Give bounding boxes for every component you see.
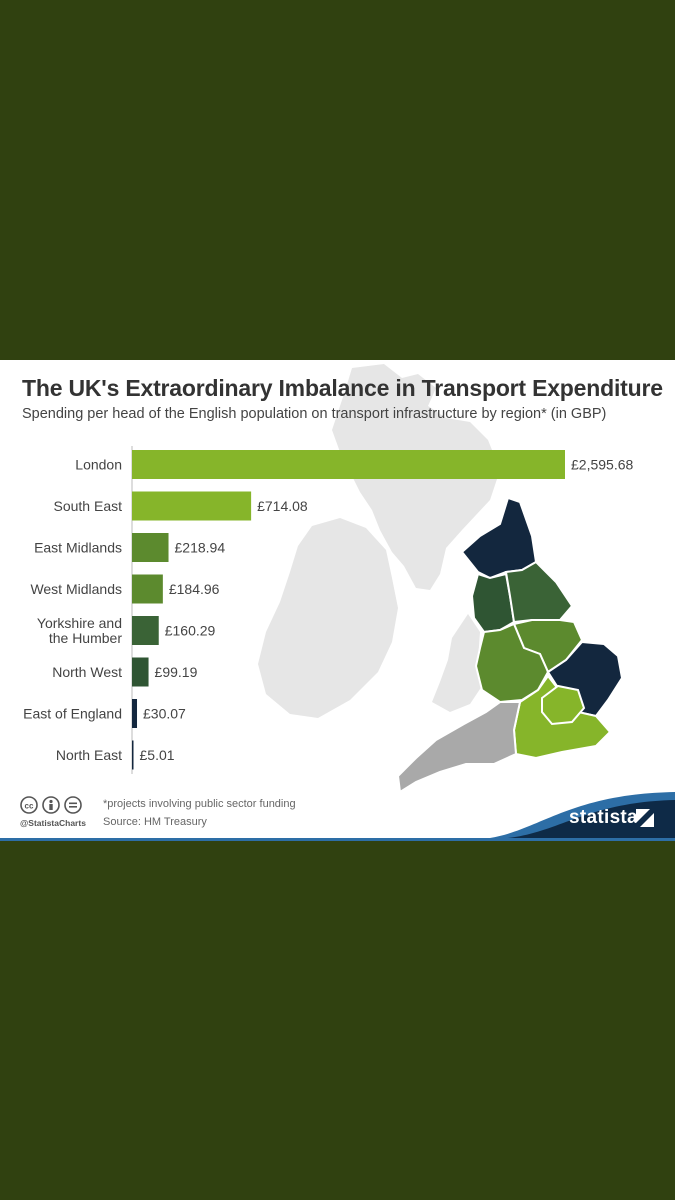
category-label: West Midlands bbox=[30, 581, 122, 597]
category-label: South East bbox=[54, 498, 123, 514]
creative-commons-icons: cc bbox=[20, 796, 82, 814]
bar-east-of-england bbox=[132, 699, 138, 728]
value-label: £218.94 bbox=[175, 540, 226, 556]
bar-north-west bbox=[132, 657, 149, 687]
attribution-icon bbox=[42, 796, 60, 814]
bar-chart: £2,595.68 London £714.08 South East £218.94 E… bbox=[23, 446, 633, 774]
value-label: £184.96 bbox=[169, 581, 220, 597]
no-derivatives-icon bbox=[64, 796, 82, 814]
footnote: *projects involving public sector fundin… bbox=[103, 798, 296, 810]
category-label: North West bbox=[52, 664, 122, 680]
bar-east-midlands bbox=[132, 533, 169, 562]
value-label: £30.07 bbox=[143, 706, 186, 722]
region-london bbox=[541, 684, 586, 726]
bar-north-east bbox=[132, 740, 134, 770]
svg-text:cc: cc bbox=[25, 802, 34, 811]
value-label: £5.01 bbox=[140, 747, 175, 763]
chart-card: The UK's Extraordinary Imbalance in Tran… bbox=[0, 360, 675, 838]
cc-icon bbox=[20, 796, 38, 814]
uk-background-map bbox=[258, 364, 624, 794]
chart-title: The UK's Extraordinary Imbalance in Tran… bbox=[22, 375, 663, 401]
bottom-rule bbox=[0, 838, 675, 841]
bar-yorkshire-and-the-humber bbox=[132, 616, 159, 645]
statista-logo: statista bbox=[569, 807, 638, 828]
bar-west-midlands bbox=[132, 574, 163, 604]
region-yorkshire bbox=[504, 560, 574, 624]
category-label: North East bbox=[56, 747, 122, 763]
value-label: £2,595.68 bbox=[571, 457, 633, 473]
value-label: £160.29 bbox=[165, 623, 216, 639]
value-label: £714.08 bbox=[257, 498, 308, 514]
brand-band bbox=[490, 792, 675, 838]
category-label: Yorkshire and the Humber bbox=[37, 615, 122, 646]
twitter-handle: @StatistaCharts bbox=[20, 818, 86, 828]
map-ireland bbox=[258, 518, 398, 718]
chart-subtitle: Spending per head of the English populat… bbox=[22, 406, 607, 422]
source-note: Source: HM Treasury bbox=[103, 816, 207, 828]
category-label: London bbox=[75, 457, 122, 473]
region-south-west bbox=[396, 701, 522, 794]
category-label: East Midlands bbox=[34, 540, 122, 556]
bar-london bbox=[132, 450, 565, 479]
category-label: East of England bbox=[23, 706, 122, 722]
value-label: £99.19 bbox=[155, 664, 198, 680]
map-wales bbox=[432, 614, 482, 712]
bar-south-east bbox=[132, 491, 252, 521]
statista-mark-icon bbox=[636, 809, 654, 827]
